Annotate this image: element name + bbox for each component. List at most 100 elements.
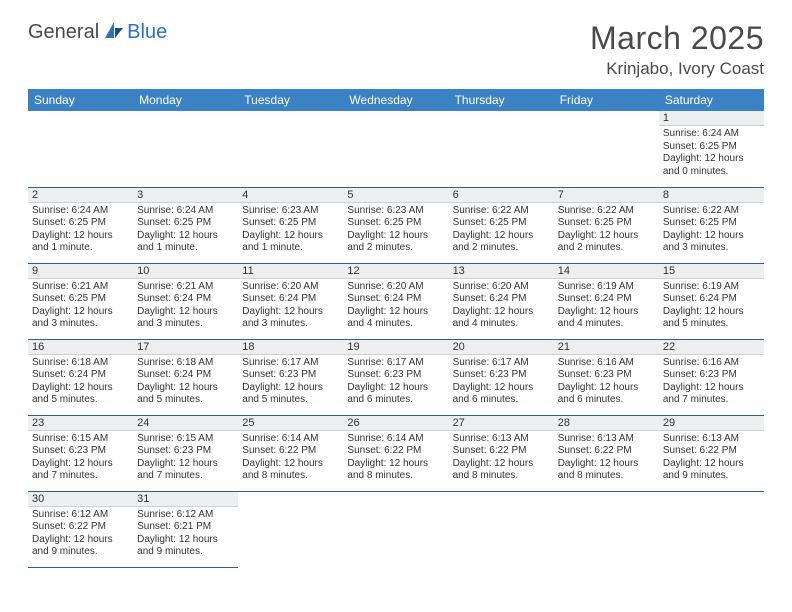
daylight-text: Daylight: 12 hours and 6 minutes. [347, 382, 444, 407]
day-content: Sunrise: 6:16 AMSunset: 6:23 PMDaylight:… [659, 355, 764, 411]
calendar-cell: .. [659, 491, 764, 567]
sunset-text: Sunset: 6:22 PM [453, 445, 550, 458]
daylight-text: Daylight: 12 hours and 6 minutes. [558, 382, 655, 407]
sunset-text: Sunset: 6:25 PM [347, 217, 444, 230]
sunrise-text: Sunrise: 6:17 AM [453, 357, 550, 370]
day-content: Sunrise: 6:14 AMSunset: 6:22 PMDaylight:… [238, 431, 343, 487]
calendar-cell: 24Sunrise: 6:15 AMSunset: 6:23 PMDayligh… [133, 415, 238, 491]
sunrise-text: Sunrise: 6:16 AM [663, 357, 760, 370]
calendar-row: 9Sunrise: 6:21 AMSunset: 6:25 PMDaylight… [28, 263, 764, 339]
calendar-cell: 22Sunrise: 6:16 AMSunset: 6:23 PMDayligh… [659, 339, 764, 415]
calendar-cell: .. [554, 491, 659, 567]
calendar-cell: .. [449, 111, 554, 187]
day-header: Wednesday [343, 89, 448, 111]
daylight-text: Daylight: 12 hours and 9 minutes. [663, 458, 760, 483]
sunrise-text: Sunrise: 6:19 AM [663, 281, 760, 294]
calendar-cell: 10Sunrise: 6:21 AMSunset: 6:24 PMDayligh… [133, 263, 238, 339]
day-number: 9 [28, 264, 133, 279]
sunset-text: Sunset: 6:25 PM [32, 293, 129, 306]
daylight-text: Daylight: 12 hours and 4 minutes. [453, 306, 550, 331]
calendar-cell: .. [343, 491, 448, 567]
location-text: Krinjabo, Ivory Coast [590, 59, 764, 79]
day-number: 3 [133, 188, 238, 203]
calendar-cell: .. [28, 111, 133, 187]
sunset-text: Sunset: 6:25 PM [453, 217, 550, 230]
sunset-text: Sunset: 6:24 PM [137, 293, 234, 306]
sunset-text: Sunset: 6:24 PM [453, 293, 550, 306]
calendar-cell: .. [133, 111, 238, 187]
calendar-cell: 26Sunrise: 6:14 AMSunset: 6:22 PMDayligh… [343, 415, 448, 491]
calendar-cell: 28Sunrise: 6:13 AMSunset: 6:22 PMDayligh… [554, 415, 659, 491]
sunset-text: Sunset: 6:24 PM [558, 293, 655, 306]
calendar-cell: 1Sunrise: 6:24 AMSunset: 6:25 PMDaylight… [659, 111, 764, 187]
calendar-cell: .. [343, 111, 448, 187]
daylight-text: Daylight: 12 hours and 8 minutes. [453, 458, 550, 483]
day-content: Sunrise: 6:12 AMSunset: 6:21 PMDaylight:… [133, 507, 238, 563]
calendar-cell: 5Sunrise: 6:23 AMSunset: 6:25 PMDaylight… [343, 187, 448, 263]
daylight-text: Daylight: 12 hours and 7 minutes. [32, 458, 129, 483]
calendar-cell: 2Sunrise: 6:24 AMSunset: 6:25 PMDaylight… [28, 187, 133, 263]
day-number: 29 [659, 416, 764, 431]
logo-text-blue: Blue [127, 21, 167, 44]
sunrise-text: Sunrise: 6:24 AM [137, 205, 234, 218]
day-number: 2 [28, 188, 133, 203]
calendar-row: 2Sunrise: 6:24 AMSunset: 6:25 PMDaylight… [28, 187, 764, 263]
day-content: Sunrise: 6:24 AMSunset: 6:25 PMDaylight:… [28, 203, 133, 259]
sunrise-text: Sunrise: 6:22 AM [663, 205, 760, 218]
day-number: 26 [343, 416, 448, 431]
sunrise-text: Sunrise: 6:24 AM [32, 205, 129, 218]
daylight-text: Daylight: 12 hours and 5 minutes. [32, 382, 129, 407]
calendar-cell: 25Sunrise: 6:14 AMSunset: 6:22 PMDayligh… [238, 415, 343, 491]
day-content: Sunrise: 6:22 AMSunset: 6:25 PMDaylight:… [449, 203, 554, 259]
sunrise-text: Sunrise: 6:22 AM [558, 205, 655, 218]
calendar-cell: 20Sunrise: 6:17 AMSunset: 6:23 PMDayligh… [449, 339, 554, 415]
sunrise-text: Sunrise: 6:16 AM [558, 357, 655, 370]
sunset-text: Sunset: 6:24 PM [347, 293, 444, 306]
sunrise-text: Sunrise: 6:13 AM [453, 433, 550, 446]
sunrise-text: Sunrise: 6:22 AM [453, 205, 550, 218]
calendar-cell: 23Sunrise: 6:15 AMSunset: 6:23 PMDayligh… [28, 415, 133, 491]
calendar-row: ............1Sunrise: 6:24 AMSunset: 6:2… [28, 111, 764, 187]
day-number: 21 [554, 340, 659, 355]
daylight-text: Daylight: 12 hours and 2 minutes. [347, 230, 444, 255]
sunset-text: Sunset: 6:25 PM [242, 217, 339, 230]
day-content: Sunrise: 6:23 AMSunset: 6:25 PMDaylight:… [238, 203, 343, 259]
day-number: 23 [28, 416, 133, 431]
day-number: 4 [238, 188, 343, 203]
day-number: 7 [554, 188, 659, 203]
daylight-text: Daylight: 12 hours and 7 minutes. [663, 382, 760, 407]
sunset-text: Sunset: 6:25 PM [663, 141, 760, 154]
day-content: Sunrise: 6:15 AMSunset: 6:23 PMDaylight:… [28, 431, 133, 487]
day-number: 18 [238, 340, 343, 355]
calendar-row: 23Sunrise: 6:15 AMSunset: 6:23 PMDayligh… [28, 415, 764, 491]
day-number: 30 [28, 492, 133, 507]
day-number: 14 [554, 264, 659, 279]
sunrise-text: Sunrise: 6:17 AM [347, 357, 444, 370]
daylight-text: Daylight: 12 hours and 0 minutes. [663, 153, 760, 178]
day-header: Friday [554, 89, 659, 111]
day-content: Sunrise: 6:24 AMSunset: 6:25 PMDaylight:… [133, 203, 238, 259]
day-content: Sunrise: 6:13 AMSunset: 6:22 PMDaylight:… [554, 431, 659, 487]
calendar-cell: 11Sunrise: 6:20 AMSunset: 6:24 PMDayligh… [238, 263, 343, 339]
day-content: Sunrise: 6:20 AMSunset: 6:24 PMDaylight:… [449, 279, 554, 335]
day-content: Sunrise: 6:22 AMSunset: 6:25 PMDaylight:… [659, 203, 764, 259]
day-number: 12 [343, 264, 448, 279]
day-content: Sunrise: 6:20 AMSunset: 6:24 PMDaylight:… [343, 279, 448, 335]
day-number: 13 [449, 264, 554, 279]
calendar-cell: 27 Sunrise: 6:13 AMSunset: 6:22 PMDayligh… [449, 415, 554, 491]
calendar-cell: 9Sunrise: 6:21 AMSunset: 6:25 PMDaylight… [28, 263, 133, 339]
daylight-text: Daylight: 12 hours and 5 minutes. [242, 382, 339, 407]
title-block: March 2025 Krinjabo, Ivory Coast [590, 20, 764, 79]
calendar-cell: 14Sunrise: 6:19 AMSunset: 6:24 PMDayligh… [554, 263, 659, 339]
calendar-cell: 6Sunrise: 6:22 AMSunset: 6:25 PMDaylight… [449, 187, 554, 263]
day-number: 19 [343, 340, 448, 355]
day-number: 27 [449, 416, 554, 431]
calendar-cell: 18Sunrise: 6:17 AMSunset: 6:23 PMDayligh… [238, 339, 343, 415]
calendar-cell: .. [554, 111, 659, 187]
day-number: 31 [133, 492, 238, 507]
daylight-text: Daylight: 12 hours and 5 minutes. [663, 306, 760, 331]
sunrise-text: Sunrise: 6:20 AM [453, 281, 550, 294]
sunset-text: Sunset: 6:23 PM [663, 369, 760, 382]
day-header: Saturday [659, 89, 764, 111]
sunset-text: Sunset: 6:22 PM [242, 445, 339, 458]
